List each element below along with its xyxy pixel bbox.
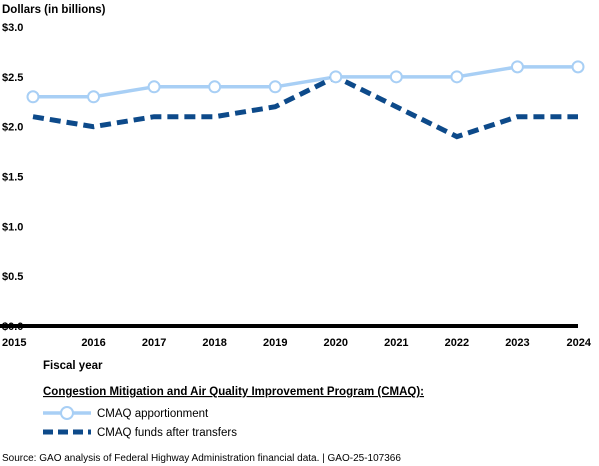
legend-item-after-transfers: CMAQ funds after transfers <box>43 427 237 439</box>
legend-marker-apportionment <box>60 406 74 420</box>
x-tick-labels: 2015 2016 2017 2018 2019 2020 2021 2022 2023 2024 <box>2 337 592 349</box>
data-point-apportionment <box>389 70 403 84</box>
y-tick-label: $0.5 <box>2 271 23 283</box>
x-tick-label: 2019 <box>263 337 287 349</box>
legend: Congestion Mitigation and Air Quality Im… <box>43 386 424 439</box>
x-tick-label: 2017 <box>142 337 166 349</box>
data-point-apportionment <box>450 70 464 84</box>
y-tick-label: $1.0 <box>2 221 23 233</box>
y-axis-title: Dollars (in billions) <box>2 4 106 16</box>
data-point-apportionment <box>329 70 343 84</box>
x-tick-label: 2016 <box>81 337 105 349</box>
legend-item-apportionment: CMAQ apportionment <box>43 406 209 420</box>
series-layer <box>26 60 585 140</box>
data-point-apportionment <box>571 60 585 74</box>
x-tick-label: 2023 <box>505 337 529 349</box>
x-axis-title: Fiscal year <box>43 360 103 372</box>
x-tick-label: 2015 <box>2 337 26 349</box>
data-point-apportionment <box>87 90 101 104</box>
data-point-apportionment <box>208 80 222 94</box>
y-tick-label: $1.5 <box>2 172 23 184</box>
x-tick-label: 2020 <box>324 337 348 349</box>
legend-label-apportionment: CMAQ apportionment <box>97 408 209 420</box>
y-tick-label: $2.0 <box>2 122 23 134</box>
data-point-apportionment <box>147 80 161 94</box>
x-tick-label: 2024 <box>567 337 592 349</box>
x-tick-label: 2022 <box>445 337 469 349</box>
source-note: Source: GAO analysis of Federal Highway … <box>2 453 401 464</box>
legend-title: Congestion Mitigation and Air Quality Im… <box>43 386 424 398</box>
series-line-after-transfers <box>32 74 578 140</box>
data-point-apportionment <box>26 90 40 104</box>
x-tick-label: 2018 <box>202 337 226 349</box>
data-point-apportionment <box>510 60 524 74</box>
series-line-apportionment <box>33 65 578 99</box>
x-tick-label: 2021 <box>384 337 408 349</box>
y-tick-labels: $0.0$0.5$1.0$1.5$2.0$2.5$3.0 <box>2 22 23 333</box>
legend-label-after-transfers: CMAQ funds after transfers <box>97 427 237 439</box>
y-tick-label: $2.5 <box>2 72 23 84</box>
data-point-apportionment <box>268 80 282 94</box>
y-tick-label: $3.0 <box>2 22 23 34</box>
